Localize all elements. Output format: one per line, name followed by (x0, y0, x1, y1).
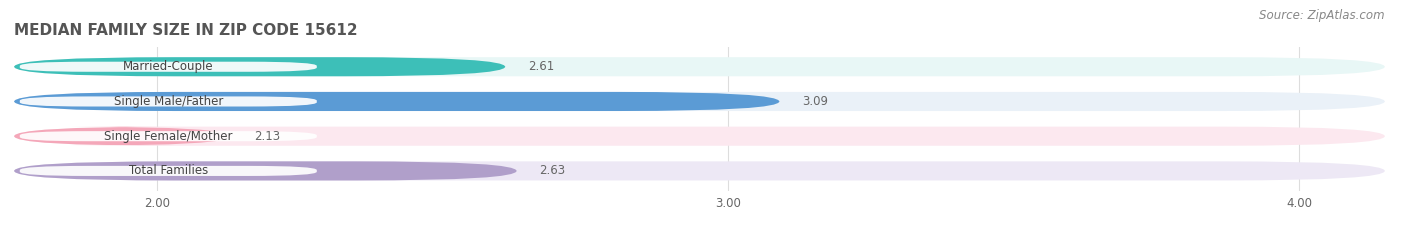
Text: Source: ZipAtlas.com: Source: ZipAtlas.com (1260, 9, 1385, 22)
FancyBboxPatch shape (20, 96, 316, 106)
Text: 3.09: 3.09 (803, 95, 828, 108)
FancyBboxPatch shape (20, 131, 316, 141)
Text: MEDIAN FAMILY SIZE IN ZIP CODE 15612: MEDIAN FAMILY SIZE IN ZIP CODE 15612 (14, 24, 357, 38)
FancyBboxPatch shape (14, 127, 231, 146)
Text: Married-Couple: Married-Couple (122, 60, 214, 73)
Text: 2.61: 2.61 (529, 60, 554, 73)
Text: 2.63: 2.63 (540, 164, 565, 177)
Text: 2.13: 2.13 (254, 130, 280, 143)
FancyBboxPatch shape (14, 161, 517, 181)
FancyBboxPatch shape (14, 57, 1385, 76)
Text: Single Female/Mother: Single Female/Mother (104, 130, 232, 143)
FancyBboxPatch shape (14, 161, 1385, 181)
FancyBboxPatch shape (20, 166, 316, 176)
Text: Total Families: Total Families (129, 164, 208, 177)
FancyBboxPatch shape (20, 62, 316, 72)
FancyBboxPatch shape (14, 57, 505, 76)
Text: Single Male/Father: Single Male/Father (114, 95, 224, 108)
FancyBboxPatch shape (14, 92, 779, 111)
FancyBboxPatch shape (14, 92, 1385, 111)
FancyBboxPatch shape (14, 127, 1385, 146)
